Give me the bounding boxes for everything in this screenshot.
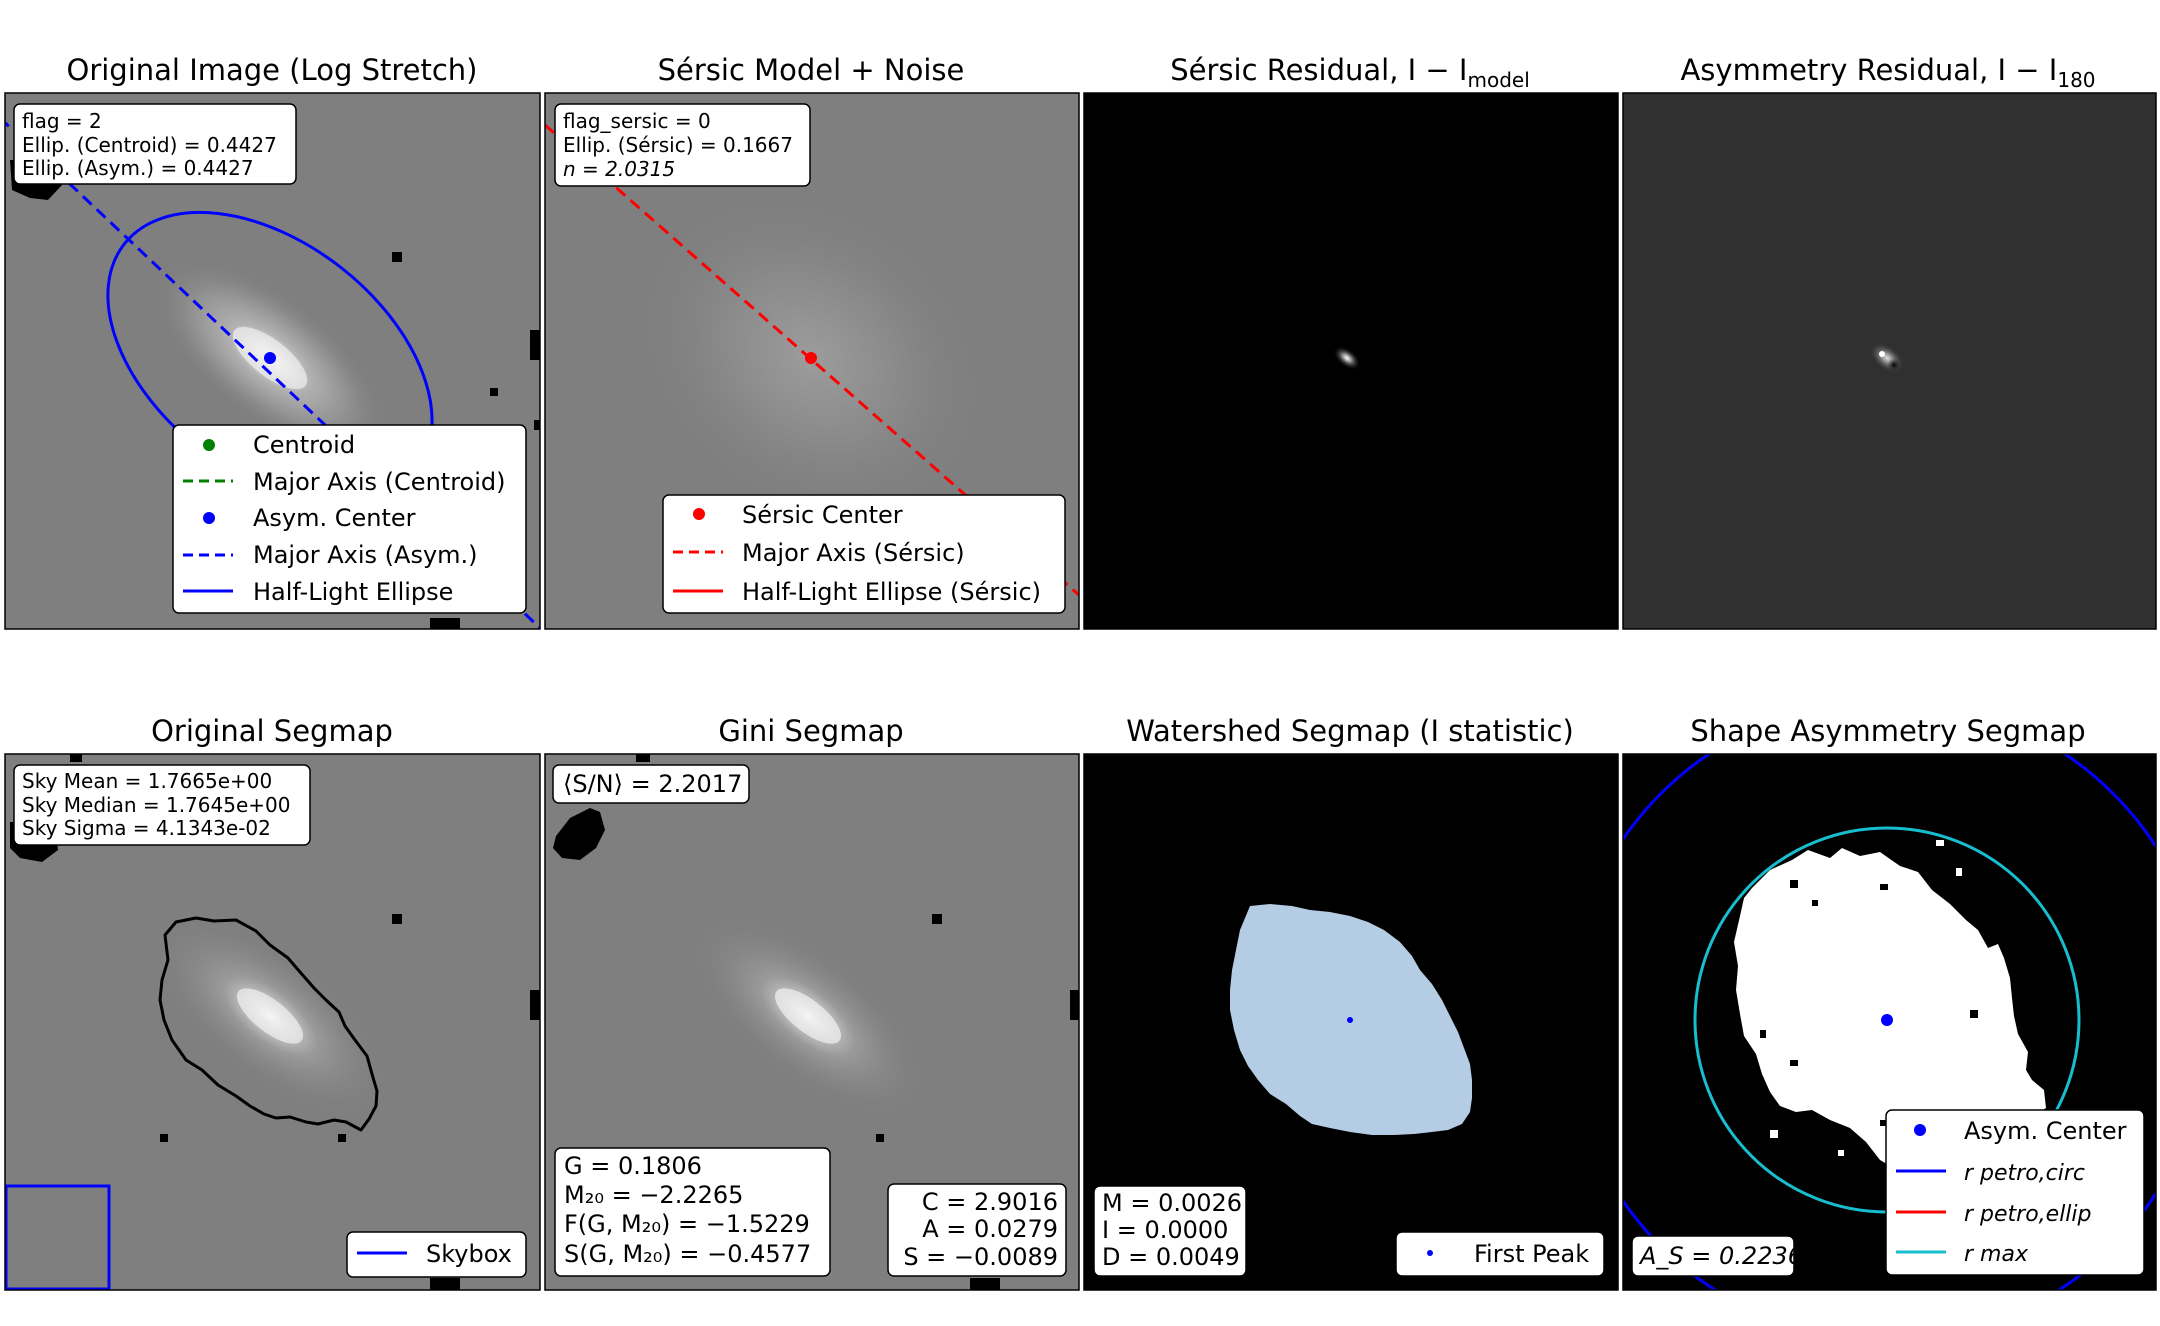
legend-label: r petro,ellip bbox=[1964, 1202, 2092, 1227]
panel-title: Original Segmap bbox=[151, 714, 393, 748]
infobox-line: flag_sersic = 0 bbox=[563, 109, 711, 133]
legend-label: Major Axis (Centroid) bbox=[253, 468, 505, 496]
legend-label: Sérsic Center bbox=[742, 501, 903, 529]
legend-label: Asym. Center bbox=[253, 504, 416, 532]
stats-left-box: G = 0.1806 M₂₀ = −2.2265 F(G, M₂₀) = −1.… bbox=[554, 1147, 831, 1277]
legend: Sérsic Center Major Axis (Sérsic) Half-L… bbox=[662, 494, 1066, 614]
first-peak-marker bbox=[1347, 1017, 1353, 1023]
infobox-line: Sky Median = 1.7645e+00 bbox=[22, 793, 290, 817]
stat-f: F(G, M₂₀) = −1.5229 bbox=[564, 1210, 810, 1238]
legend-marker-sersic-center bbox=[693, 508, 705, 520]
panel-sersic-residual: Sérsic Residual, I − Imodel bbox=[1083, 53, 1619, 630]
panel-sersic-model: Sérsic Model + Noise flag_sersic = 0 Ell… bbox=[544, 53, 1080, 630]
legend: First Peak bbox=[1395, 1231, 1605, 1277]
stat-i: I = 0.0000 bbox=[1102, 1216, 1228, 1244]
panel-title: Sérsic Residual, I − Imodel bbox=[1170, 53, 1530, 92]
legend-label: Centroid bbox=[253, 431, 355, 459]
infobox-line: flag = 2 bbox=[22, 109, 102, 133]
infobox: flag = 2 Ellip. (Centroid) = 0.4427 Elli… bbox=[13, 103, 297, 185]
as-label: A_S = 0.2236 bbox=[1638, 1242, 1803, 1270]
infobox-line: Sky Sigma = 4.1343e-02 bbox=[22, 816, 271, 840]
stat-s-smoothness: S = −0.0089 bbox=[903, 1243, 1058, 1271]
infobox-line: Sky Mean = 1.7665e+00 bbox=[22, 769, 272, 793]
infobox-line: Ellip. (Centroid) = 0.4427 bbox=[22, 133, 277, 157]
segmap-contour bbox=[158, 916, 379, 1132]
panel-asymmetry-residual: Asymmetry Residual, I − I180 bbox=[1622, 53, 2157, 630]
legend-label: r max bbox=[1964, 1242, 2029, 1267]
sersic-center-marker bbox=[805, 352, 817, 364]
legend: Asym. Center r petro,circ r petro,ellip … bbox=[1885, 1109, 2145, 1276]
infobox: flag_sersic = 0 Ellip. (Sérsic) = 0.1667… bbox=[554, 103, 811, 187]
stat-d: D = 0.0049 bbox=[1102, 1243, 1240, 1271]
legend-label: Major Axis (Asym.) bbox=[253, 541, 478, 569]
panel-original-segmap: Original Segmap Sky Mean = 1.7665e+00 Sk… bbox=[4, 714, 541, 1291]
legend-marker-asym-center bbox=[1914, 1124, 1926, 1136]
panel-gini-segmap: Gini Segmap ⟨S/N⟩ = 2.2017 G = 0.1806 M₂… bbox=[544, 714, 1080, 1291]
legend-marker-asym-center bbox=[203, 512, 215, 524]
sn-label-box: ⟨S/N⟩ = 2.2017 bbox=[552, 764, 750, 804]
legend-marker-first-peak bbox=[1427, 1250, 1433, 1256]
legend: Skybox bbox=[346, 1231, 527, 1278]
infobox-line: n = 2.0315 bbox=[563, 157, 675, 181]
asym-center-marker bbox=[1881, 1014, 1893, 1026]
stats-right-box: C = 2.9016 A = 0.0279 S = −0.0089 bbox=[887, 1183, 1067, 1277]
legend: Centroid Major Axis (Centroid) Asym. Cen… bbox=[172, 424, 527, 614]
panel-title: Gini Segmap bbox=[718, 714, 903, 748]
panel-title: Original Image (Log Stretch) bbox=[67, 53, 478, 87]
panel-title: Asymmetry Residual, I − I180 bbox=[1680, 53, 2095, 92]
panel-title: Watershed Segmap (I statistic) bbox=[1126, 714, 1574, 748]
panel-original-image: Original Image (Log Stretch) flag = 2 El… bbox=[4, 53, 541, 630]
legend-label: First Peak bbox=[1474, 1240, 1589, 1268]
panel-watershed-segmap: Watershed Segmap (I statistic) M = 0.002… bbox=[1083, 714, 1619, 1291]
stat-g: G = 0.1806 bbox=[564, 1152, 702, 1180]
stats-box: M = 0.0026 I = 0.0000 D = 0.0049 bbox=[1093, 1185, 1247, 1277]
asym-center-marker bbox=[264, 352, 276, 364]
legend-label: Half-Light Ellipse bbox=[253, 578, 453, 606]
sn-label: ⟨S/N⟩ = 2.2017 bbox=[563, 770, 742, 798]
as-label-box: A_S = 0.2236 bbox=[1631, 1235, 1803, 1277]
infobox-line: Ellip. (Sérsic) = 0.1667 bbox=[563, 133, 793, 157]
legend-marker-centroid bbox=[203, 439, 215, 451]
panel-shape-asymmetry-segmap: Shape Asymmetry Segmap A_S = 0.2236 bbox=[1622, 714, 2157, 1291]
stat-m: M = 0.0026 bbox=[1102, 1189, 1242, 1217]
legend-label: Skybox bbox=[426, 1240, 512, 1268]
legend-label: Half-Light Ellipse (Sérsic) bbox=[742, 578, 1041, 606]
shape-asymmetry-region bbox=[1734, 848, 2046, 1176]
stat-s: S(G, M₂₀) = −0.4577 bbox=[564, 1240, 811, 1268]
stat-c: C = 2.9016 bbox=[922, 1188, 1058, 1216]
infobox-line: Ellip. (Asym.) = 0.4427 bbox=[22, 156, 254, 180]
stat-m20: M₂₀ = −2.2265 bbox=[564, 1181, 743, 1209]
skybox bbox=[5, 1184, 111, 1290]
infobox: Sky Mean = 1.7665e+00 Sky Median = 1.764… bbox=[13, 764, 311, 846]
legend-label: Asym. Center bbox=[1964, 1117, 2127, 1145]
stat-a: A = 0.0279 bbox=[922, 1215, 1058, 1243]
legend-label: r petro,circ bbox=[1964, 1161, 2085, 1186]
legend-label: Major Axis (Sérsic) bbox=[742, 539, 965, 567]
panel-title: Sérsic Model + Noise bbox=[658, 53, 965, 87]
panel-title: Shape Asymmetry Segmap bbox=[1690, 714, 2085, 748]
